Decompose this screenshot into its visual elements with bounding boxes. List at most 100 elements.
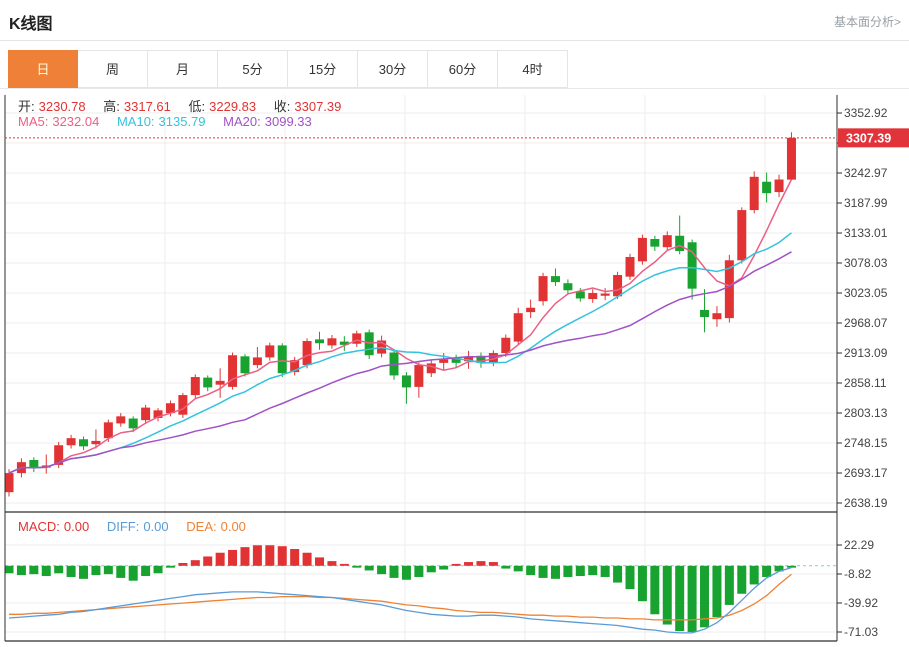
candle[interactable] — [364, 332, 374, 356]
macd-bar[interactable] — [451, 563, 461, 566]
macd-bar[interactable] — [588, 565, 598, 576]
macd-bar[interactable] — [687, 565, 697, 632]
macd-bar[interactable] — [712, 565, 722, 618]
candle[interactable] — [526, 307, 536, 313]
fundamental-analysis-link[interactable]: 基本面分析> — [833, 15, 901, 29]
macd-bar[interactable] — [600, 565, 610, 577]
candle[interactable] — [637, 237, 647, 262]
macd-bar[interactable] — [178, 562, 188, 566]
tab-月[interactable]: 月 — [148, 50, 218, 88]
candle[interactable] — [277, 345, 287, 374]
tab-日[interactable]: 日 — [8, 50, 78, 88]
macd-bar[interactable] — [190, 560, 200, 566]
macd-bar[interactable] — [66, 565, 76, 577]
macd-bar[interactable] — [464, 562, 474, 566]
macd-bar[interactable] — [240, 547, 250, 566]
macd-bar[interactable] — [389, 565, 399, 578]
candle[interactable] — [29, 459, 39, 469]
macd-bar[interactable] — [662, 565, 672, 625]
candle[interactable] — [749, 176, 759, 211]
macd-bar[interactable] — [153, 565, 163, 574]
macd-bar[interactable] — [488, 562, 498, 566]
macd-bar[interactable] — [141, 565, 151, 577]
macd-bar[interactable] — [737, 565, 747, 594]
candle[interactable] — [66, 438, 76, 446]
candle[interactable] — [414, 365, 424, 387]
candle[interactable] — [675, 235, 685, 252]
candle[interactable] — [786, 137, 796, 180]
candle[interactable] — [700, 309, 710, 318]
candle[interactable] — [339, 341, 349, 345]
macd-bar[interactable] — [377, 565, 387, 575]
tab-5分[interactable]: 5分 — [218, 50, 288, 88]
candle[interactable] — [203, 377, 213, 388]
candle[interactable] — [476, 355, 486, 363]
candle[interactable] — [662, 235, 672, 248]
candle[interactable] — [302, 341, 312, 366]
macd-bar[interactable] — [762, 565, 772, 577]
candle[interactable] — [563, 283, 573, 291]
candle[interactable] — [550, 276, 560, 283]
tab-60分[interactable]: 60分 — [428, 50, 498, 88]
macd-bar[interactable] — [339, 563, 349, 566]
candle[interactable] — [190, 377, 200, 396]
macd-bar[interactable] — [79, 565, 89, 579]
candle[interactable] — [79, 439, 89, 447]
macd-bar[interactable] — [476, 561, 486, 566]
macd-bar[interactable] — [550, 565, 560, 579]
macd-bar[interactable] — [439, 565, 449, 570]
candle[interactable] — [464, 356, 474, 362]
candle[interactable] — [488, 353, 498, 363]
candle[interactable] — [4, 473, 14, 493]
candle[interactable] — [401, 375, 411, 388]
candle[interactable] — [588, 293, 598, 300]
candle[interactable] — [501, 337, 511, 354]
candle[interactable] — [116, 416, 126, 424]
macd-bar[interactable] — [749, 565, 759, 585]
candle[interactable] — [650, 239, 660, 247]
candle[interactable] — [575, 291, 585, 299]
macd-bar[interactable] — [724, 565, 734, 605]
macd-bar[interactable] — [675, 565, 685, 632]
macd-bar[interactable] — [41, 565, 51, 577]
macd-bar[interactable] — [252, 545, 262, 566]
candle[interactable] — [240, 356, 250, 374]
candle[interactable] — [451, 357, 461, 363]
macd-bar[interactable] — [228, 549, 238, 566]
candle[interactable] — [352, 333, 362, 344]
candle[interactable] — [91, 440, 101, 445]
macd-bar[interactable] — [128, 565, 138, 581]
candle[interactable] — [265, 345, 275, 358]
candle[interactable] — [774, 179, 784, 193]
macd-bar[interactable] — [700, 565, 710, 628]
macd-bar[interactable] — [613, 565, 623, 583]
macd-bar[interactable] — [290, 549, 300, 566]
macd-bar[interactable] — [364, 565, 374, 571]
candle[interactable] — [141, 407, 151, 421]
macd-bar[interactable] — [526, 565, 536, 576]
macd-bar[interactable] — [16, 565, 26, 576]
candle[interactable] — [762, 181, 772, 194]
candle[interactable] — [724, 260, 734, 319]
candle[interactable] — [128, 418, 138, 429]
candle[interactable] — [613, 275, 623, 297]
tab-30分[interactable]: 30分 — [358, 50, 428, 88]
candle[interactable] — [439, 359, 449, 363]
candle[interactable] — [513, 313, 523, 342]
macd-bar[interactable] — [265, 545, 275, 566]
macd-bar[interactable] — [215, 552, 225, 566]
macd-bar[interactable] — [538, 565, 548, 578]
candle[interactable] — [103, 422, 113, 439]
macd-bar[interactable] — [774, 565, 784, 572]
candle[interactable] — [178, 395, 188, 415]
macd-bar[interactable] — [302, 552, 312, 566]
candle[interactable] — [290, 360, 300, 373]
candle[interactable] — [625, 257, 635, 277]
candle[interactable] — [687, 242, 697, 289]
candle[interactable] — [737, 210, 747, 261]
macd-bar[interactable] — [4, 565, 14, 574]
macd-bar[interactable] — [513, 565, 523, 572]
macd-bar[interactable] — [315, 557, 324, 566]
candle[interactable] — [712, 313, 722, 320]
